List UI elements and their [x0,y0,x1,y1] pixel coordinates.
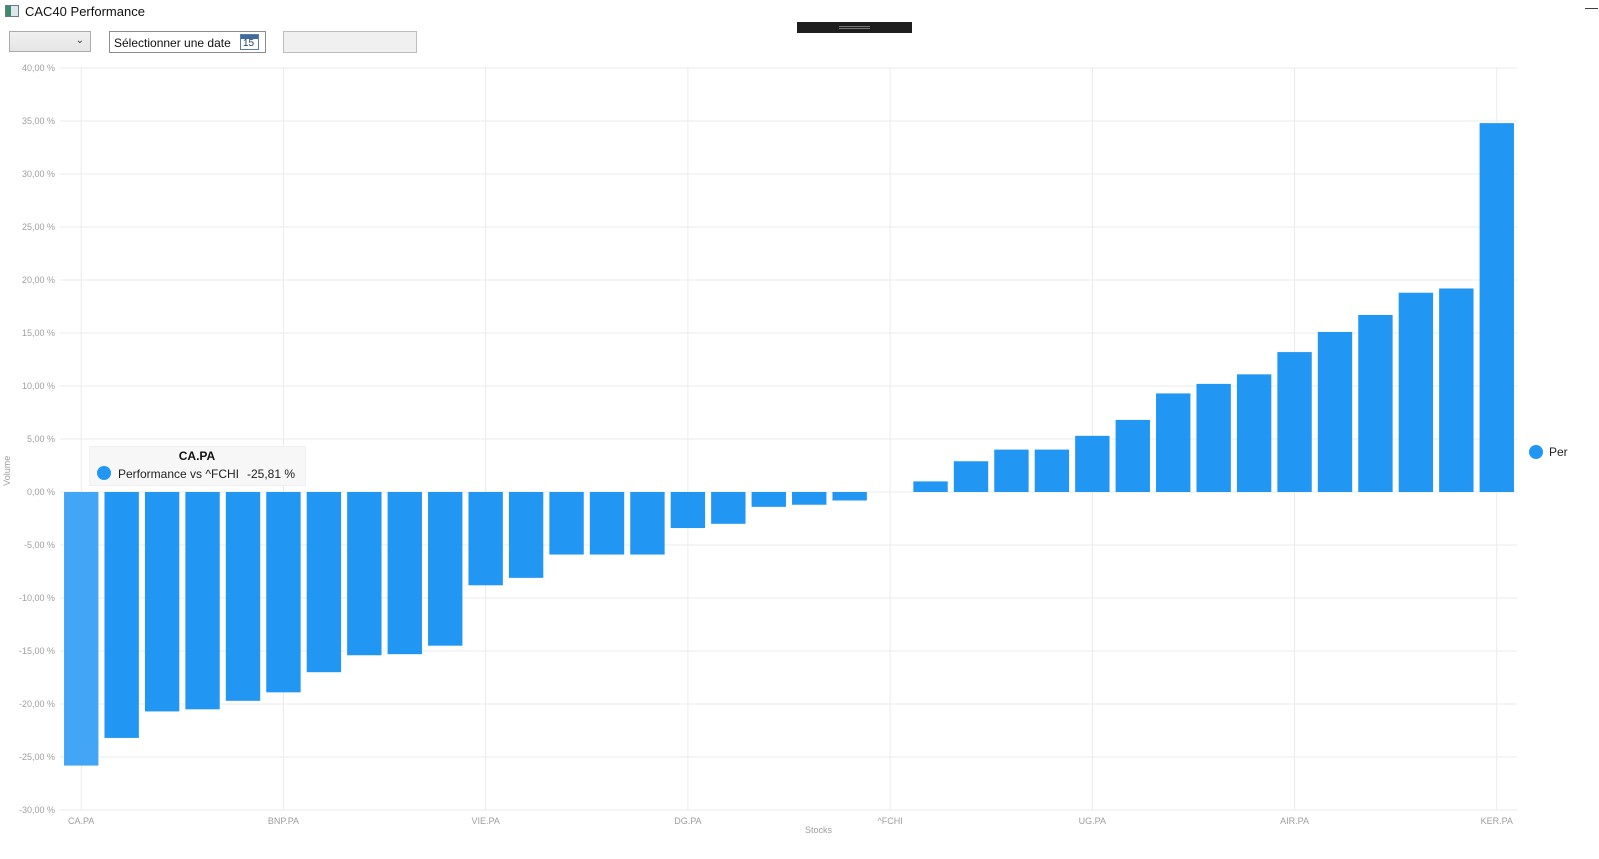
bar[interactable] [1236,374,1272,492]
bar-layer [64,123,1514,766]
legend-series-label: Per [1549,445,1568,459]
y-tick-label: 15,00 % [22,328,55,338]
bar[interactable] [1479,123,1514,493]
bar[interactable] [104,492,139,738]
bar[interactable] [1277,352,1312,492]
label-layer: -30,00 % -25,00 % -20,00 % -15,00 % -10,00 %… [2,63,1513,835]
value-textbox[interactable] [283,31,417,53]
tooltip-series-dot [97,466,111,480]
bar[interactable] [185,492,220,710]
bar[interactable] [468,492,503,586]
bar[interactable] [1034,449,1070,492]
y-axis-title: Volume [2,456,12,486]
y-tick-label: -15,00 % [19,646,55,656]
y-tick-label: 10,00 % [22,381,55,391]
tooltip-title: CA.PA [178,449,216,463]
bar[interactable] [1317,331,1353,492]
y-tick-label: -30,00 % [19,805,55,815]
calendar-icon[interactable]: 15 [240,34,259,50]
x-tick-label: CA.PA [68,816,94,826]
y-tick-label: -25,00 % [19,752,55,762]
x-tick-label: UG.PA [1079,816,1106,826]
bar[interactable] [1358,314,1393,492]
performance-bar-chart: -30,00 % -25,00 % -20,00 % -15,00 % -10,00 %… [2,63,1517,835]
tooltip-value: -25,81 % [247,467,296,481]
y-tick-label: -10,00 % [19,593,55,603]
bar[interactable] [630,492,665,555]
bar[interactable] [953,461,989,492]
bar[interactable] [508,492,544,578]
y-tick-label: 35,00 % [22,116,55,126]
bar[interactable] [711,492,746,524]
bar[interactable] [1075,435,1110,492]
y-tick-label: 30,00 % [22,169,55,179]
bar[interactable] [994,449,1029,492]
bar[interactable] [266,492,301,693]
stock-combobox[interactable]: ⌄ [9,31,91,52]
y-tick-label: 5,00 % [27,434,55,444]
window-title: CAC40 Performance [25,4,145,19]
bar[interactable] [428,492,463,646]
x-tick-label: VIE.PA [471,816,499,826]
tooltip-series-name: Performance vs ^FCHI [118,467,239,481]
bar[interactable] [1439,288,1474,492]
chevron-down-icon: ⌄ [75,35,84,46]
x-tick-label: AIR.PA [1280,816,1309,826]
x-axis-title: Stocks [805,825,833,835]
bar[interactable] [549,492,584,555]
bar[interactable] [306,492,342,673]
y-tick-label: 40,00 % [22,63,55,73]
bar[interactable] [387,492,422,655]
title-bar: CAC40 Performance — [0,0,1599,22]
y-tick-label: -5,00 % [24,540,55,550]
chart-tooltip: CA.PA Performance vs ^FCHI -25,81 % [89,446,306,486]
x-tick-label: ^FCHI [877,816,902,826]
legend-series-dot [1529,445,1543,459]
bar[interactable] [1115,419,1150,492]
y-tick-label: -20,00 % [19,699,55,709]
app-icon [5,5,19,17]
x-tick-label: BNP.PA [268,816,299,826]
minimize-button[interactable]: — [1585,0,1598,15]
date-picker-placeholder: Sélectionner une date [114,36,231,50]
bar[interactable] [751,492,786,507]
calendar-icon-day: 15 [243,38,255,49]
bar[interactable] [1196,383,1231,492]
y-tick-label: 20,00 % [22,275,55,285]
bar[interactable] [589,492,625,555]
calendar-icon-header [241,35,258,39]
bar[interactable] [832,492,867,501]
bar[interactable] [792,492,827,505]
bar[interactable] [225,492,261,701]
bar[interactable] [64,492,99,766]
y-tick-label: 25,00 % [22,222,55,232]
drag-handle[interactable] [797,22,912,33]
bar[interactable] [1156,393,1191,492]
x-tick-label: KER.PA [1481,816,1513,826]
bar[interactable] [913,481,948,492]
y-tick-label: 0,00 % [27,487,55,497]
bar[interactable] [1398,292,1434,492]
bar[interactable] [670,492,706,529]
bar[interactable] [144,492,180,712]
date-picker[interactable]: Sélectionner une date 15 [109,31,266,53]
x-tick-label: DG.PA [674,816,701,826]
bar[interactable] [347,492,382,656]
